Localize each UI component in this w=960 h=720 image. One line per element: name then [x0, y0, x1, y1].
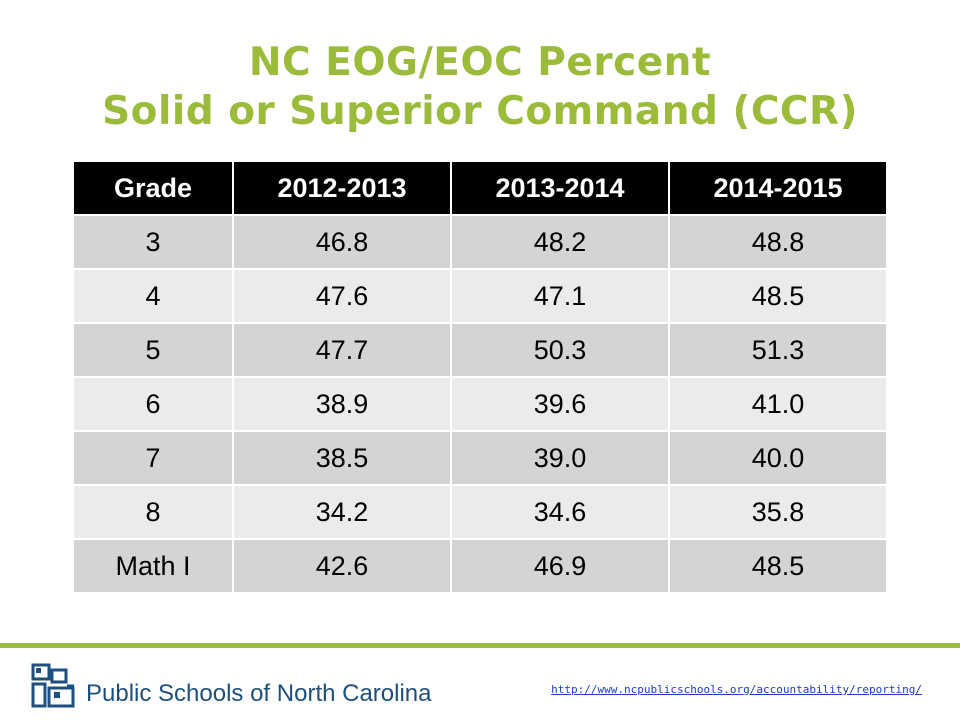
table-cell: 48.8: [668, 214, 888, 270]
table-cell: 42.6: [232, 538, 452, 594]
table-cell: 46.9: [450, 538, 670, 594]
table-row: 6 38.9 39.6 41.0: [72, 376, 888, 432]
table-cell: 35.8: [668, 484, 888, 540]
table-header-row: Grade 2012-2013 2013-2014 2014-2015: [72, 160, 888, 216]
ncdpi-logo-icon: [31, 663, 75, 708]
header-2012-2013: 2012-2013: [232, 160, 452, 216]
table-cell: 34.2: [232, 484, 452, 540]
table-cell: 38.9: [232, 376, 452, 432]
footer-logo: Public Schools of North Carolina: [30, 660, 432, 710]
table-cell: 6: [72, 376, 234, 432]
table-cell: 46.8: [232, 214, 452, 270]
accent-divider: [0, 643, 960, 648]
table-cell: 48.2: [450, 214, 670, 270]
table-row: 4 47.6 47.1 48.5: [72, 268, 888, 324]
table-cell: 5: [72, 322, 234, 378]
table-cell: 47.1: [450, 268, 670, 324]
table-row: 7 38.5 39.0 40.0: [72, 430, 888, 486]
table-cell: 40.0: [668, 430, 888, 486]
table-cell: 38.5: [232, 430, 452, 486]
table-cell: 4: [72, 268, 234, 324]
table-cell: 50.3: [450, 322, 670, 378]
table-cell: 39.0: [450, 430, 670, 486]
title-line-2: Solid or Superior Command (CCR): [102, 89, 858, 134]
logo-text: Public Schools of North Carolina: [86, 680, 432, 707]
table-row: Math I 42.6 46.9 48.5: [72, 538, 888, 594]
table-cell: 34.6: [450, 484, 670, 540]
source-url-link[interactable]: http://www.ncpublicschools.org/accountab…: [551, 683, 922, 696]
table-cell: 48.5: [668, 538, 888, 594]
table-cell: 41.0: [668, 376, 888, 432]
table-cell: 47.7: [232, 322, 452, 378]
table-row: 5 47.7 50.3 51.3: [72, 322, 888, 378]
table-cell: 7: [72, 430, 234, 486]
results-table: Grade 2012-2013 2013-2014 2014-2015 3 46…: [72, 160, 888, 594]
table-cell: 8: [72, 484, 234, 540]
table-cell: 47.6: [232, 268, 452, 324]
table-cell: 39.6: [450, 376, 670, 432]
table-cell: 3: [72, 214, 234, 270]
table-row: 3 46.8 48.2 48.8: [72, 214, 888, 270]
header-grade: Grade: [72, 160, 234, 216]
table-cell: 48.5: [668, 268, 888, 324]
table-cell: Math I: [72, 538, 234, 594]
title-line-1: NC EOG/EOC Percent: [248, 40, 712, 85]
slide-title: NC EOG/EOC Percent Solid or Superior Com…: [0, 38, 960, 136]
header-2013-2014: 2013-2014: [450, 160, 670, 216]
table-row: 8 34.2 34.6 35.8: [72, 484, 888, 540]
header-2014-2015: 2014-2015: [668, 160, 888, 216]
table-cell: 51.3: [668, 322, 888, 378]
